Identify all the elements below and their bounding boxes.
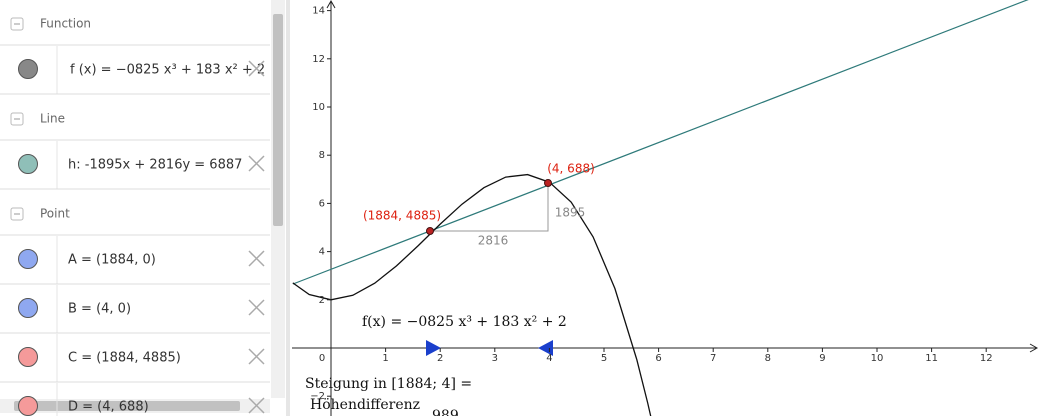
x-tick-label: 4 — [546, 353, 552, 364]
delete-button[interactable] — [248, 250, 265, 267]
point-c[interactable] — [426, 227, 434, 235]
x-tick-label: 9 — [819, 353, 825, 364]
delete-button[interactable] — [248, 348, 265, 365]
point-d[interactable] — [544, 179, 552, 187]
visibility-toggle[interactable] — [18, 249, 38, 269]
x-tick-label: 11 — [925, 353, 938, 364]
x-tick-label: 12 — [980, 353, 993, 364]
rise-label: 1895 — [555, 206, 586, 220]
x-axis-arrow — [1029, 343, 1039, 353]
item-text: B = (4, 0) — [68, 302, 131, 317]
visibility-toggle[interactable] — [18, 154, 38, 174]
run-label: 2816 — [478, 234, 509, 248]
divider — [286, 0, 290, 416]
group-title: Point — [40, 207, 70, 221]
line-h[interactable] — [292, 0, 1040, 285]
x-tick-label: 1 — [382, 353, 388, 364]
delete-button[interactable] — [248, 299, 265, 316]
function-curve[interactable] — [292, 173, 653, 416]
y-tick-label: 10 — [312, 102, 325, 113]
y-tick-label: 6 — [319, 198, 325, 209]
slope-text: Steigung in [1884; 4] = — [305, 376, 472, 392]
item-text: h: -1895x + 2816y = 6887 — [68, 158, 242, 173]
x-tick-label: 0 — [319, 353, 325, 364]
group-title: Function — [40, 17, 91, 31]
x-tick-label: 2 — [437, 353, 443, 364]
x-tick-label: 10 — [871, 353, 884, 364]
x-tick-label: 8 — [765, 353, 771, 364]
visibility-toggle[interactable] — [18, 347, 38, 367]
v-scroll-thumb[interactable] — [273, 14, 283, 226]
item-text: C = (1884, 4885) — [68, 351, 181, 366]
y-tick-label: 8 — [319, 150, 325, 161]
y-tick-label: 12 — [312, 54, 325, 65]
delete-button[interactable] — [248, 60, 265, 77]
x-tick-label: 3 — [492, 353, 498, 364]
y-axis-arrow — [326, 0, 336, 9]
item-text: f (x) = −0825 x³ + 183 x² + 2 — [70, 63, 265, 78]
formula: f(x) = −0825 x³ + 183 x² + 2 — [362, 314, 567, 330]
slope-triangle — [430, 183, 549, 232]
visibility-toggle[interactable] — [18, 298, 38, 318]
item-text: D = (4, 688) — [68, 400, 149, 415]
h-scroll-thumb[interactable] — [14, 401, 240, 411]
delete-button[interactable] — [248, 397, 265, 414]
height-text: Höhendifferenz — [310, 397, 420, 413]
x-tick-label: 5 — [601, 353, 607, 364]
y-tick-label: 2 — [319, 295, 325, 306]
delete-button[interactable] — [248, 155, 265, 172]
slider-a[interactable] — [426, 340, 441, 356]
visibility-toggle[interactable] — [18, 59, 38, 79]
visibility-toggle[interactable] — [18, 396, 38, 416]
x-tick-label: 6 — [655, 353, 661, 364]
point-label: (1884, 4885) — [363, 209, 441, 223]
point-label: (4, 688) — [547, 162, 595, 176]
x-tick-label: 7 — [710, 353, 716, 364]
value-text: 989 — [432, 408, 459, 416]
y-tick-label: 14 — [312, 6, 325, 17]
group-title: Line — [40, 112, 65, 126]
y-tick-label: 4 — [319, 247, 325, 258]
item-text: A = (1884, 0) — [68, 253, 156, 268]
y-tick-label: −2 — [310, 391, 325, 402]
algebra-panel — [0, 0, 286, 416]
